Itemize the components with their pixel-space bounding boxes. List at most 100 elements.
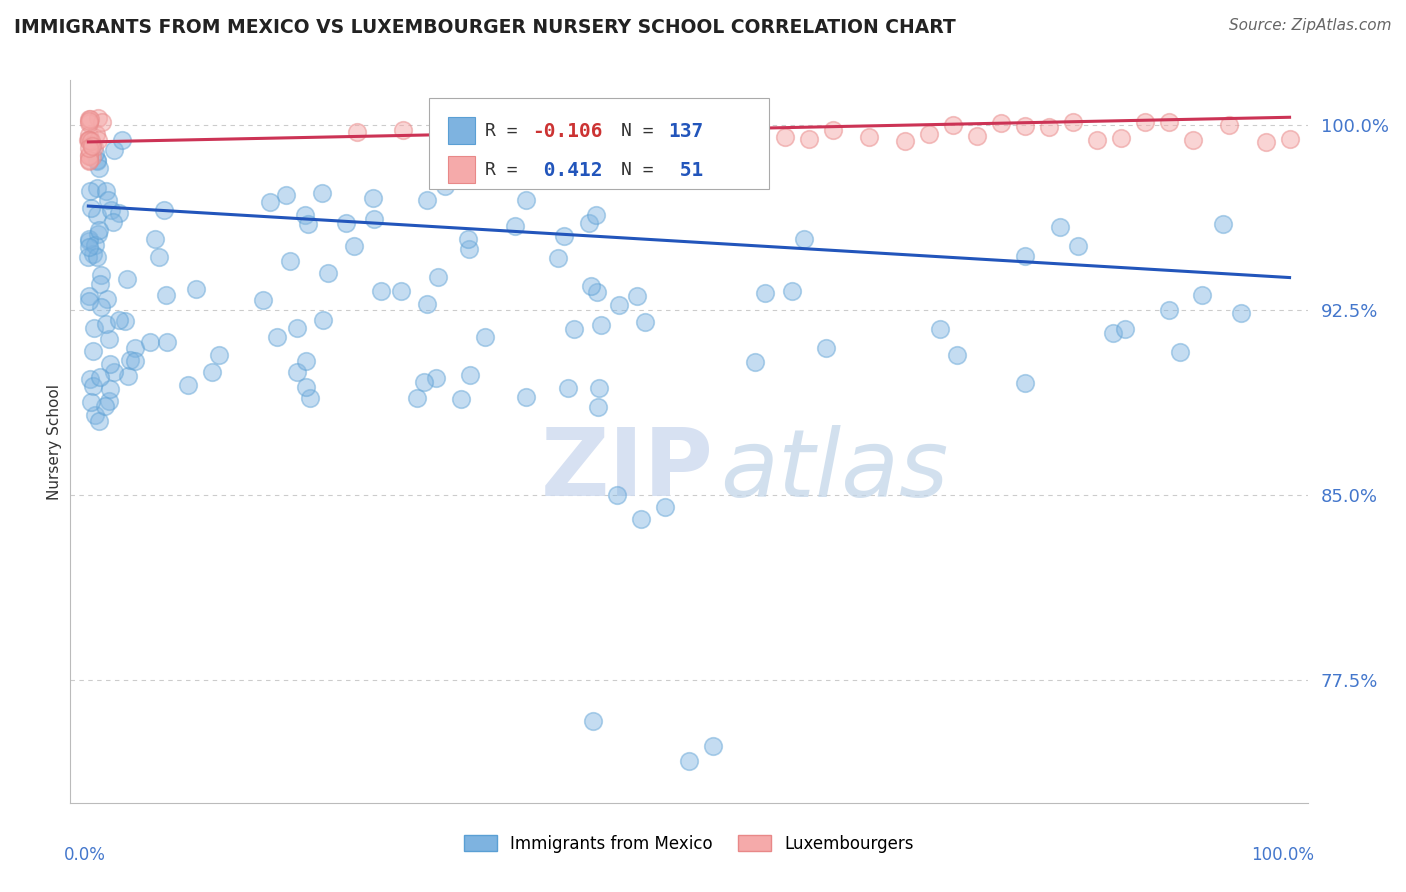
Point: [582, 714, 605, 729]
Bar: [447, 155, 475, 183]
Point: [1159, 115, 1181, 129]
Point: [155, 288, 177, 302]
Text: N =: N =: [621, 122, 665, 140]
Point: [858, 129, 880, 144]
Legend: Immigrants from Mexico, Luxembourgers: Immigrants from Mexico, Luxembourgers: [457, 828, 921, 860]
Point: [316, 266, 339, 280]
Point: [103, 143, 125, 157]
Point: [80, 201, 103, 215]
Point: [77, 232, 100, 246]
Point: [101, 215, 124, 229]
Point: [1191, 288, 1213, 302]
Point: [1168, 344, 1191, 359]
Point: [823, 123, 845, 137]
Point: [97, 194, 120, 208]
Point: [86, 153, 108, 167]
Point: [299, 391, 322, 405]
Point: [117, 368, 139, 383]
Point: [86, 154, 108, 169]
Point: [370, 284, 392, 298]
Point: [425, 371, 447, 385]
Point: [94, 184, 117, 198]
Text: R =: R =: [485, 161, 529, 179]
Point: [1218, 118, 1240, 132]
Point: [77, 289, 100, 303]
Point: [1230, 306, 1253, 320]
Point: [87, 133, 110, 147]
Point: [458, 368, 481, 383]
Point: [578, 216, 600, 230]
Point: [107, 312, 129, 326]
Point: [87, 223, 110, 237]
Point: [415, 297, 437, 311]
Point: [77, 250, 100, 264]
Point: [966, 128, 988, 143]
Point: [176, 377, 198, 392]
Point: [143, 232, 166, 246]
Point: [77, 140, 100, 154]
Point: [278, 253, 301, 268]
Point: [562, 322, 585, 336]
Point: [481, 128, 503, 143]
Point: [86, 250, 108, 264]
Point: [605, 115, 627, 129]
Text: atlas: atlas: [720, 425, 948, 516]
Text: R =: R =: [485, 122, 529, 140]
Point: [702, 739, 724, 753]
Point: [108, 205, 131, 219]
Point: [77, 234, 100, 248]
Point: [77, 153, 100, 167]
Point: [80, 150, 103, 164]
Point: [946, 347, 969, 361]
Point: [111, 133, 134, 147]
Point: [1254, 135, 1277, 149]
Point: [1014, 120, 1036, 134]
Point: [392, 122, 415, 136]
Point: [259, 194, 281, 209]
Point: [797, 132, 820, 146]
Point: [100, 203, 122, 218]
Point: [589, 318, 612, 333]
Point: [515, 390, 537, 404]
Point: [93, 399, 115, 413]
Point: [457, 232, 479, 246]
Point: [77, 133, 100, 147]
Point: [77, 294, 100, 309]
Point: [626, 289, 648, 303]
Point: [124, 354, 146, 368]
Point: [97, 394, 120, 409]
Point: [96, 293, 118, 307]
Point: [745, 113, 768, 128]
Point: [547, 251, 569, 265]
Point: [630, 512, 652, 526]
Point: [90, 300, 112, 314]
Point: [335, 216, 357, 230]
Point: [1111, 131, 1133, 145]
Text: IMMIGRANTS FROM MEXICO VS LUXEMBOURGER NURSERY SCHOOL CORRELATION CHART: IMMIGRANTS FROM MEXICO VS LUXEMBOURGER N…: [14, 18, 956, 37]
Point: [77, 153, 100, 168]
Point: [815, 341, 838, 355]
Text: N =: N =: [621, 161, 665, 179]
Point: [80, 395, 103, 409]
Point: [343, 239, 366, 253]
Point: [361, 191, 384, 205]
Point: [654, 500, 676, 514]
Point: [678, 754, 700, 768]
Point: [294, 208, 316, 222]
Point: [98, 357, 121, 371]
Point: [346, 125, 368, 139]
Point: [287, 321, 309, 335]
Point: [114, 314, 136, 328]
Point: [80, 137, 103, 152]
Point: [89, 370, 111, 384]
Point: [79, 184, 101, 198]
Point: [186, 282, 208, 296]
Point: [79, 134, 101, 148]
Point: [82, 247, 104, 261]
Point: [83, 321, 105, 335]
Point: [87, 414, 110, 428]
Point: [77, 114, 100, 128]
Point: [744, 355, 766, 369]
Point: [1085, 133, 1108, 147]
Point: [607, 298, 630, 312]
